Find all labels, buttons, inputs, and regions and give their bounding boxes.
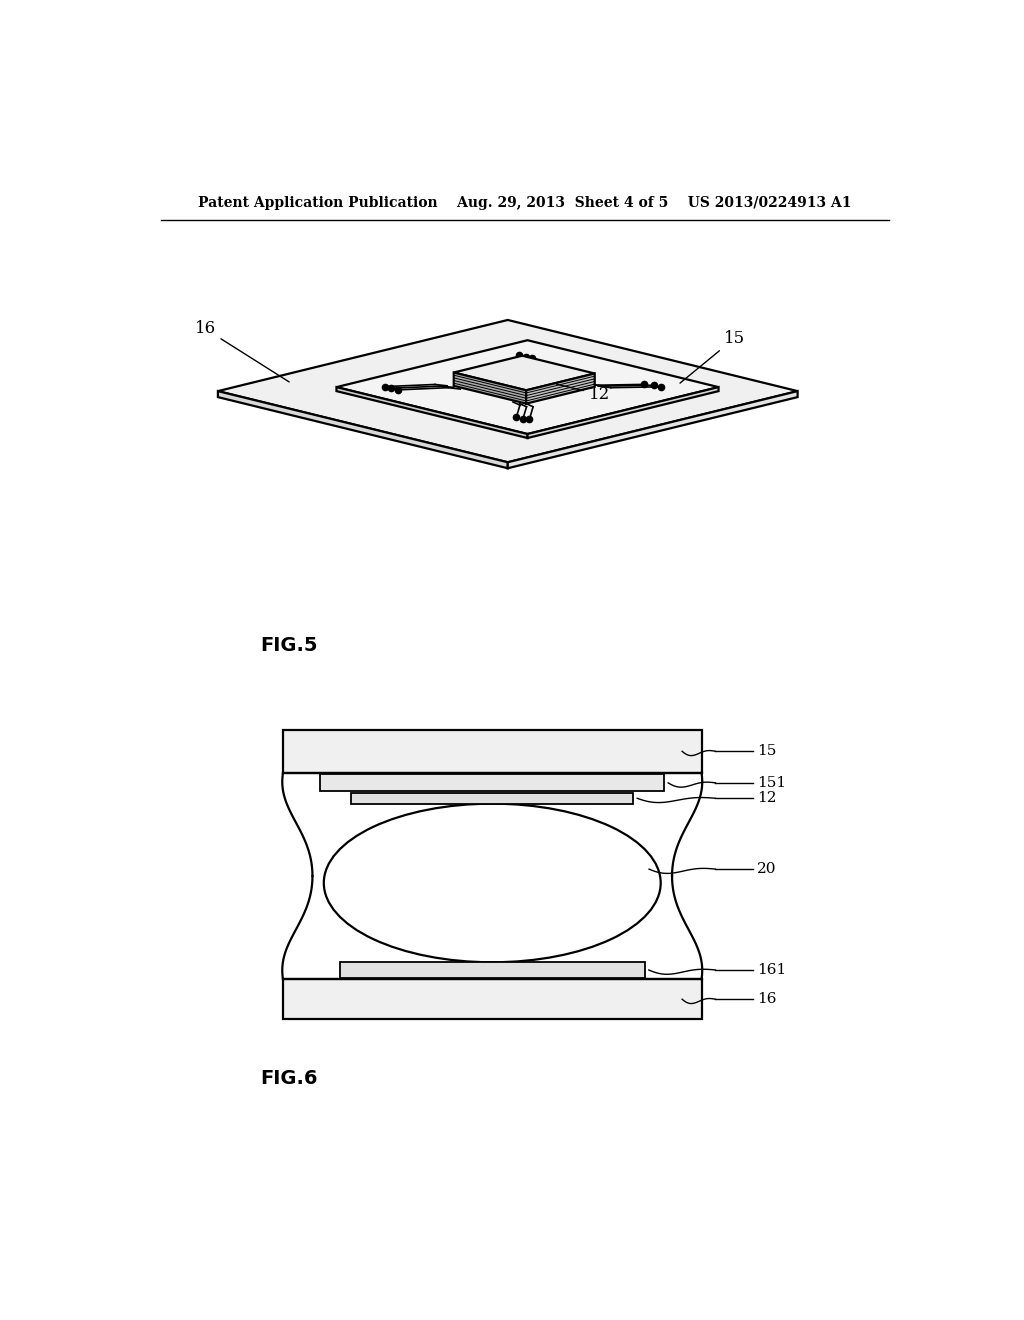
Text: FIG.5: FIG.5 — [260, 635, 317, 655]
Polygon shape — [351, 793, 633, 804]
Polygon shape — [283, 979, 701, 1019]
Polygon shape — [218, 319, 798, 462]
Text: 20: 20 — [758, 862, 777, 876]
Polygon shape — [218, 391, 508, 469]
Text: 161: 161 — [758, 964, 786, 977]
Text: 12: 12 — [557, 384, 610, 403]
Text: 16: 16 — [758, 993, 777, 1006]
Polygon shape — [283, 730, 701, 774]
Text: 151: 151 — [758, 776, 786, 789]
Polygon shape — [526, 374, 595, 404]
Polygon shape — [337, 387, 527, 438]
Polygon shape — [340, 962, 645, 978]
Text: 12: 12 — [758, 791, 777, 805]
Text: Patent Application Publication    Aug. 29, 2013  Sheet 4 of 5    US 2013/0224913: Patent Application Publication Aug. 29, … — [198, 197, 852, 210]
Polygon shape — [508, 391, 798, 469]
Text: 15: 15 — [758, 744, 776, 758]
Polygon shape — [454, 372, 526, 404]
Text: 15: 15 — [680, 330, 745, 383]
Polygon shape — [527, 387, 719, 438]
Text: 16: 16 — [195, 321, 289, 381]
Polygon shape — [321, 775, 665, 792]
Polygon shape — [454, 355, 595, 391]
Polygon shape — [337, 341, 719, 434]
Text: FIG.6: FIG.6 — [260, 1069, 317, 1088]
Ellipse shape — [324, 804, 660, 962]
